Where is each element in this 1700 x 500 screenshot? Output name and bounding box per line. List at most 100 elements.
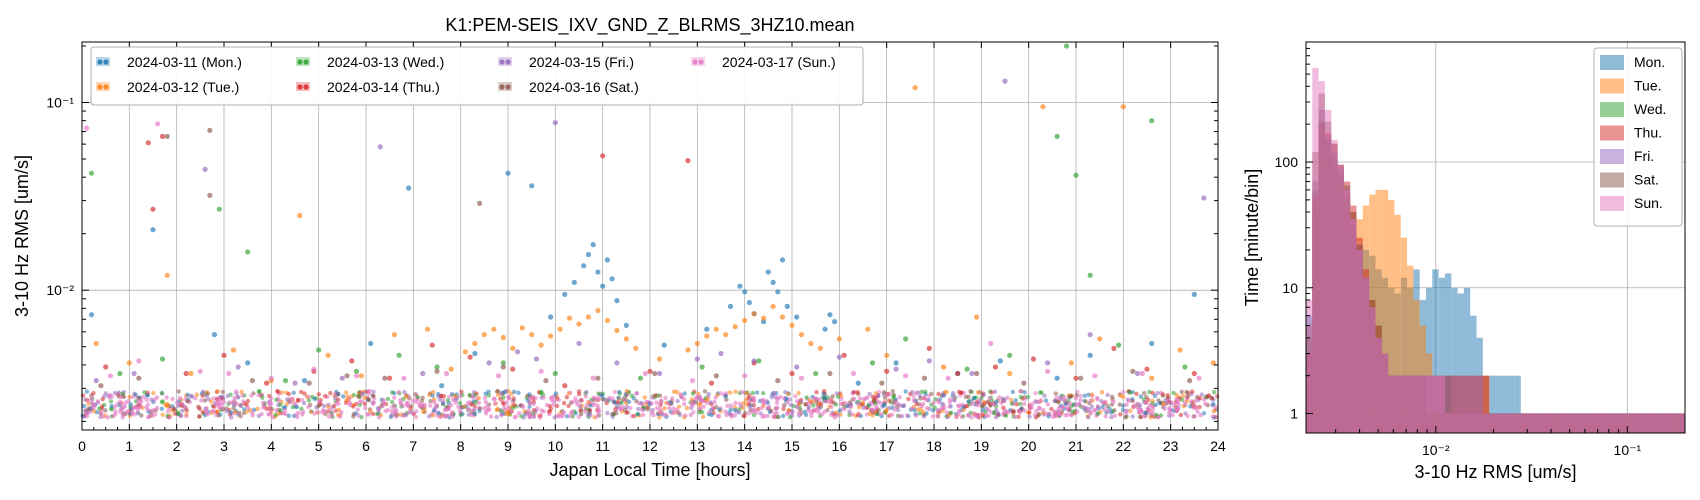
baseline-dot — [208, 399, 214, 404]
histogram-bar-sun — [1489, 413, 1496, 433]
baseline-dot — [613, 407, 618, 412]
baseline-dot — [316, 392, 321, 397]
baseline-dot — [1192, 414, 1198, 419]
baseline-dot — [1213, 405, 1219, 410]
baseline-dot — [553, 391, 559, 396]
scatter-point-5 — [656, 370, 663, 377]
baseline-dot — [458, 393, 463, 399]
baseline-dot — [1109, 414, 1114, 420]
baseline-dot — [177, 396, 183, 401]
baseline-dot — [498, 396, 503, 402]
scatter-point-2 — [732, 324, 738, 330]
baseline-dot — [654, 406, 660, 411]
scatter-point-1 — [472, 350, 478, 357]
baseline-dot — [1123, 415, 1128, 420]
baseline-dot — [809, 413, 814, 418]
scatter-x-tick-label: 2 — [173, 438, 181, 454]
baseline-dot — [877, 389, 882, 395]
baseline-dot — [1195, 409, 1200, 414]
histogram-legend-swatch — [1600, 196, 1624, 211]
scatter-point-6 — [207, 192, 213, 198]
baseline-dot — [839, 401, 844, 406]
baseline-dot — [182, 404, 188, 409]
histogram-bar-sun — [1394, 375, 1401, 433]
baseline-dot — [861, 396, 867, 402]
baseline-dot — [302, 391, 307, 396]
baseline-dot — [302, 400, 307, 406]
baseline-dot — [701, 404, 706, 409]
baseline-dot — [1075, 409, 1080, 414]
baseline-dot — [968, 389, 973, 394]
baseline-dot — [1134, 391, 1139, 396]
histogram-bar-sun — [1381, 353, 1389, 433]
scatter-point-2 — [1068, 360, 1074, 366]
scatter-point-1 — [548, 314, 554, 320]
scatter-point-2 — [230, 347, 237, 353]
baseline-dot — [412, 399, 418, 404]
baseline-dot — [897, 414, 902, 419]
baseline-dot — [401, 413, 406, 418]
baseline-dot — [1045, 402, 1051, 407]
baseline-dot — [259, 392, 264, 398]
baseline-dot — [380, 402, 385, 407]
scatter-point-4 — [103, 364, 109, 370]
baseline-dot — [654, 400, 659, 405]
scatter-point-4 — [1111, 345, 1117, 351]
histogram-legend-label: Sun. — [1634, 195, 1663, 211]
baseline-dot — [1082, 393, 1088, 398]
baseline-dot — [949, 410, 954, 415]
baseline-dot — [1002, 398, 1007, 404]
baseline-dot — [1215, 394, 1220, 399]
scatter-point-1 — [368, 340, 374, 347]
baseline-dot — [640, 407, 645, 413]
baseline-dot — [818, 404, 824, 409]
baseline-dot — [547, 412, 552, 417]
baseline-dot — [178, 413, 184, 419]
legend-marker — [698, 59, 704, 65]
baseline-dot — [160, 412, 165, 417]
scatter-point-4 — [150, 206, 156, 212]
scatter-x-tick-label: 0 — [78, 438, 86, 454]
scatter-point-5 — [377, 144, 383, 150]
scatter-point-2 — [751, 311, 757, 317]
scatter-point-4 — [708, 380, 715, 386]
baseline-dot — [96, 406, 102, 411]
baseline-dot — [442, 408, 447, 413]
baseline-dot — [765, 413, 770, 419]
baseline-dot — [494, 414, 499, 420]
baseline-dot — [746, 411, 752, 416]
scatter-point-5 — [926, 358, 932, 364]
baseline-dot — [89, 395, 95, 401]
histogram-bar-tue — [1388, 199, 1395, 433]
baseline-dot — [1179, 397, 1185, 402]
baseline-dot — [107, 395, 112, 400]
baseline-dot — [197, 406, 202, 411]
baseline-dot — [306, 404, 311, 410]
baseline-dot — [1124, 402, 1129, 407]
baseline-dot — [151, 391, 156, 396]
scatter-point-7 — [988, 340, 994, 347]
scatter-point-6 — [921, 375, 928, 381]
legend-swatch-bg — [498, 82, 512, 91]
scatter-point-2 — [723, 332, 729, 338]
scatter-point-7 — [1092, 373, 1098, 379]
baseline-dot — [154, 395, 160, 400]
baseline-dot — [214, 402, 219, 407]
legend-marker — [692, 59, 698, 65]
baseline-dot — [688, 412, 693, 418]
baseline-dot — [552, 415, 557, 420]
baseline-dot — [1056, 406, 1062, 411]
baseline-dot — [600, 393, 605, 398]
baseline-dot — [470, 394, 475, 400]
baseline-dot — [91, 391, 96, 396]
histogram-bar-sun — [1583, 413, 1591, 433]
baseline-dot — [1120, 403, 1126, 408]
baseline-dot — [445, 413, 450, 418]
histogram-bar-sun — [1539, 413, 1546, 433]
scatter-point-4 — [145, 140, 151, 146]
scatter-point-7 — [590, 375, 596, 381]
baseline-dot — [227, 400, 232, 405]
baseline-dot — [723, 409, 728, 414]
baseline-dot — [947, 399, 953, 405]
baseline-dot — [1118, 412, 1123, 417]
